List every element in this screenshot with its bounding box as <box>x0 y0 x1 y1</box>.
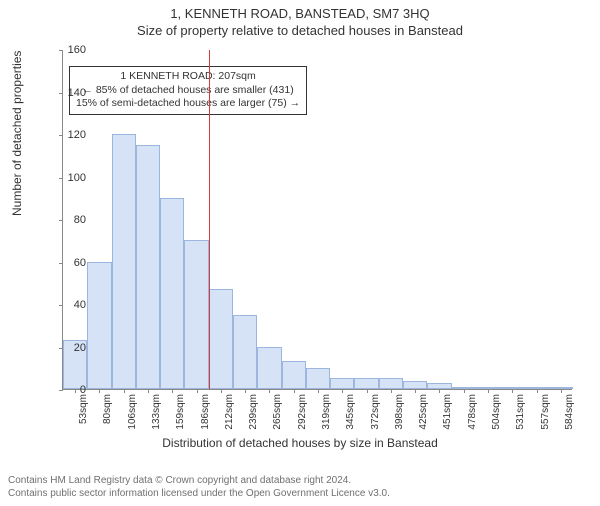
xtick-mark <box>488 389 489 393</box>
ytick-label: 20 <box>56 342 86 354</box>
histogram-bar <box>282 361 306 389</box>
histogram-bar <box>330 378 354 389</box>
xtick-mark <box>464 389 465 393</box>
y-axis-label: Number of detached properties <box>10 51 24 216</box>
histogram-bar <box>354 378 378 389</box>
xtick-mark <box>99 389 100 393</box>
annotation-line: 1 KENNETH ROAD: 207sqm <box>76 70 300 84</box>
xtick-label: 319sqm <box>321 394 324 430</box>
xtick-label: 133sqm <box>151 394 154 430</box>
histogram-bar <box>379 378 403 389</box>
annotation-box: 1 KENNETH ROAD: 207sqm← 85% of detached … <box>69 66 307 115</box>
xtick-label: 584sqm <box>564 394 567 430</box>
xtick-label: 239sqm <box>248 394 251 430</box>
xtick-label: 478sqm <box>467 394 470 430</box>
xtick-label: 53sqm <box>78 394 81 424</box>
footer-line2: Contains public sector information licen… <box>8 487 390 500</box>
page-title-line1: 1, KENNETH ROAD, BANSTEAD, SM7 3HQ <box>0 6 600 21</box>
xtick-mark <box>294 389 295 393</box>
xtick-mark <box>391 389 392 393</box>
xtick-mark <box>512 389 513 393</box>
chart-area: 1 KENNETH ROAD: 207sqm← 85% of detached … <box>62 50 572 390</box>
histogram-bar <box>257 347 281 390</box>
ytick-label: 100 <box>56 172 86 184</box>
histogram-bar <box>136 145 160 389</box>
xtick-label: 265sqm <box>272 394 275 430</box>
xtick-label: 451sqm <box>442 394 445 430</box>
histogram-bar <box>112 134 136 389</box>
annotation-line: 15% of semi-detached houses are larger (… <box>76 97 300 111</box>
ytick-label: 140 <box>56 87 86 99</box>
plot-region: 1 KENNETH ROAD: 207sqm← 85% of detached … <box>62 50 572 390</box>
xtick-mark <box>124 389 125 393</box>
ytick-label: 160 <box>56 44 86 56</box>
xtick-mark <box>221 389 222 393</box>
xtick-mark <box>318 389 319 393</box>
ytick-label: 40 <box>56 299 86 311</box>
ytick-label: 120 <box>56 129 86 141</box>
xtick-mark <box>172 389 173 393</box>
histogram-bar <box>209 289 233 389</box>
annotation-line: ← 85% of detached houses are smaller (43… <box>76 84 300 98</box>
reference-line <box>209 50 210 389</box>
xtick-label: 186sqm <box>200 394 203 430</box>
xtick-mark <box>439 389 440 393</box>
xtick-label: 557sqm <box>540 394 543 430</box>
xtick-mark <box>367 389 368 393</box>
xtick-label: 425sqm <box>418 394 421 430</box>
xtick-mark <box>537 389 538 393</box>
histogram-bar <box>184 240 208 389</box>
histogram-bar <box>403 381 427 390</box>
xtick-label: 292sqm <box>297 394 300 430</box>
xtick-mark <box>415 389 416 393</box>
histogram-bar <box>233 315 257 389</box>
xtick-mark <box>269 389 270 393</box>
xtick-mark <box>197 389 198 393</box>
ytick-label: 0 <box>56 384 86 396</box>
xtick-mark <box>561 389 562 393</box>
xtick-label: 531sqm <box>515 394 518 430</box>
footer-attribution: Contains HM Land Registry data © Crown c… <box>8 474 390 500</box>
x-axis-label: Distribution of detached houses by size … <box>0 436 600 450</box>
xtick-label: 372sqm <box>370 394 373 430</box>
xtick-label: 80sqm <box>102 394 105 424</box>
xtick-mark <box>245 389 246 393</box>
footer-line1: Contains HM Land Registry data © Crown c… <box>8 474 390 487</box>
xtick-mark <box>148 389 149 393</box>
histogram-bar <box>87 262 111 390</box>
histogram-bar <box>160 198 184 389</box>
xtick-label: 212sqm <box>224 394 227 430</box>
xtick-label: 398sqm <box>394 394 397 430</box>
xtick-mark <box>342 389 343 393</box>
page-title-line2: Size of property relative to detached ho… <box>0 23 600 38</box>
histogram-bar <box>306 368 330 389</box>
xtick-label: 504sqm <box>491 394 494 430</box>
ytick-label: 60 <box>56 257 86 269</box>
xtick-label: 345sqm <box>345 394 348 430</box>
ytick-label: 80 <box>56 214 86 226</box>
xtick-label: 159sqm <box>175 394 178 430</box>
xtick-label: 106sqm <box>127 394 130 430</box>
